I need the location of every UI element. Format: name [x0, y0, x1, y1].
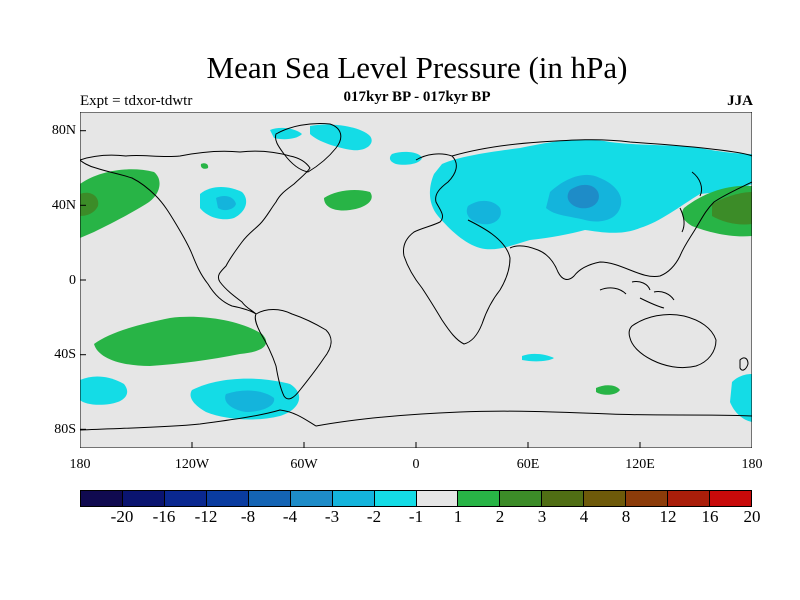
colorbar-label: -20 [110, 507, 134, 526]
coast-greenland [275, 123, 342, 173]
season-label: JJA [727, 93, 753, 109]
anomaly-fields [80, 124, 752, 422]
lon-label-60e: 60E [516, 457, 540, 472]
lon-label-0: 0 [412, 457, 420, 472]
experiment-label: Expt = tdxor-tdwtr [80, 93, 193, 109]
coast-south-america [254, 309, 332, 400]
colorbar-segment [584, 491, 627, 506]
colorbar-label: -4 [282, 507, 298, 526]
colorbar-segment [458, 491, 501, 506]
colorbar-segment [122, 491, 165, 506]
anomaly-cyan-southwest [80, 376, 128, 405]
anomaly-green-small-north [200, 163, 209, 169]
anomaly-blue-southern-ocean [225, 390, 275, 412]
colorbar-label: 12 [659, 507, 677, 526]
lon-label-180e: 180 [741, 457, 763, 472]
lat-label-40n: 40N [51, 198, 76, 213]
colorbar-segment [81, 491, 123, 506]
anomaly-blue-eurasia-west [466, 200, 501, 225]
colorbar-segment [626, 491, 669, 506]
lon-label-180w: 180 [69, 457, 91, 472]
lat-label-80n: 80N [51, 123, 76, 138]
anomaly-cyan-east-southern [730, 374, 752, 422]
colorbar-label: -12 [194, 507, 218, 526]
colorbar-label: 1 [453, 507, 463, 526]
colorbar-segment [248, 491, 291, 506]
coast-asia [451, 139, 752, 280]
colorbar-segment [500, 491, 543, 506]
map-subtitle: 017kyr BP - 017kyr BP [343, 89, 491, 105]
colorbar-segment [710, 491, 751, 506]
colorbar-segment [416, 491, 459, 506]
colorbar-segment [290, 491, 333, 506]
anomaly-cyan-indian-south [522, 353, 554, 362]
coast-australia [628, 313, 717, 369]
colorbar-label: 3 [537, 507, 547, 526]
colorbar-segment [206, 491, 249, 506]
colorbar-label: -3 [324, 507, 340, 526]
colorbar-label: 2 [495, 507, 505, 526]
anomaly-green-south-pacific [94, 316, 267, 366]
colorbar-segment [542, 491, 585, 506]
colorbar-segment [164, 491, 207, 506]
coast-japan [679, 171, 703, 233]
map-panel [80, 112, 752, 448]
colorbar-label: -2 [366, 507, 382, 526]
anomaly-blue-north-atlantic [216, 196, 236, 211]
lon-label-60w: 60W [290, 457, 318, 472]
coast-north-america [80, 150, 311, 315]
colorbar-segment [332, 491, 375, 506]
colorbar-label: 4 [579, 507, 589, 526]
colorbar-segment [374, 491, 417, 506]
anomaly-green-west-pacific [80, 169, 160, 238]
map-svg [80, 112, 752, 448]
colorbar-label: -8 [240, 507, 256, 526]
colorbar-label: -16 [152, 507, 176, 526]
coast-new-zealand [739, 357, 749, 371]
anomaly-cyan-arctic-3 [270, 127, 302, 140]
anomaly-blue-eurasia-core [567, 184, 599, 209]
colorbar-label: -1 [408, 507, 424, 526]
colorbar [80, 490, 752, 507]
anomaly-green-indian-south [596, 385, 620, 395]
map-title: Mean Sea Level Pressure (in hPa) [206, 50, 628, 85]
map-ticks [80, 130, 641, 448]
lat-label-0: 0 [69, 273, 76, 288]
anomaly-darkgreen-west-pacific [80, 192, 99, 216]
lon-label-120e: 120E [625, 457, 655, 472]
lon-label-120w: 120W [174, 457, 210, 472]
lat-label-80s: 80S [54, 422, 76, 437]
anomaly-cyan-arctic-2 [389, 151, 422, 165]
colorbar-label: 20 [743, 507, 761, 526]
colorbar-segment [668, 491, 711, 506]
coast-maritime-asia [599, 281, 675, 309]
anomaly-green-mid-atlantic [324, 190, 372, 211]
coast-antarctica [80, 409, 752, 431]
lat-label-40s: 40S [54, 347, 76, 362]
coast-europe-africa [403, 153, 511, 345]
colorbar-label: 16 [701, 507, 719, 526]
anomaly-darkgreen-east-pacific [712, 192, 752, 225]
coastlines [80, 123, 752, 431]
colorbar-label: 8 [621, 507, 631, 526]
